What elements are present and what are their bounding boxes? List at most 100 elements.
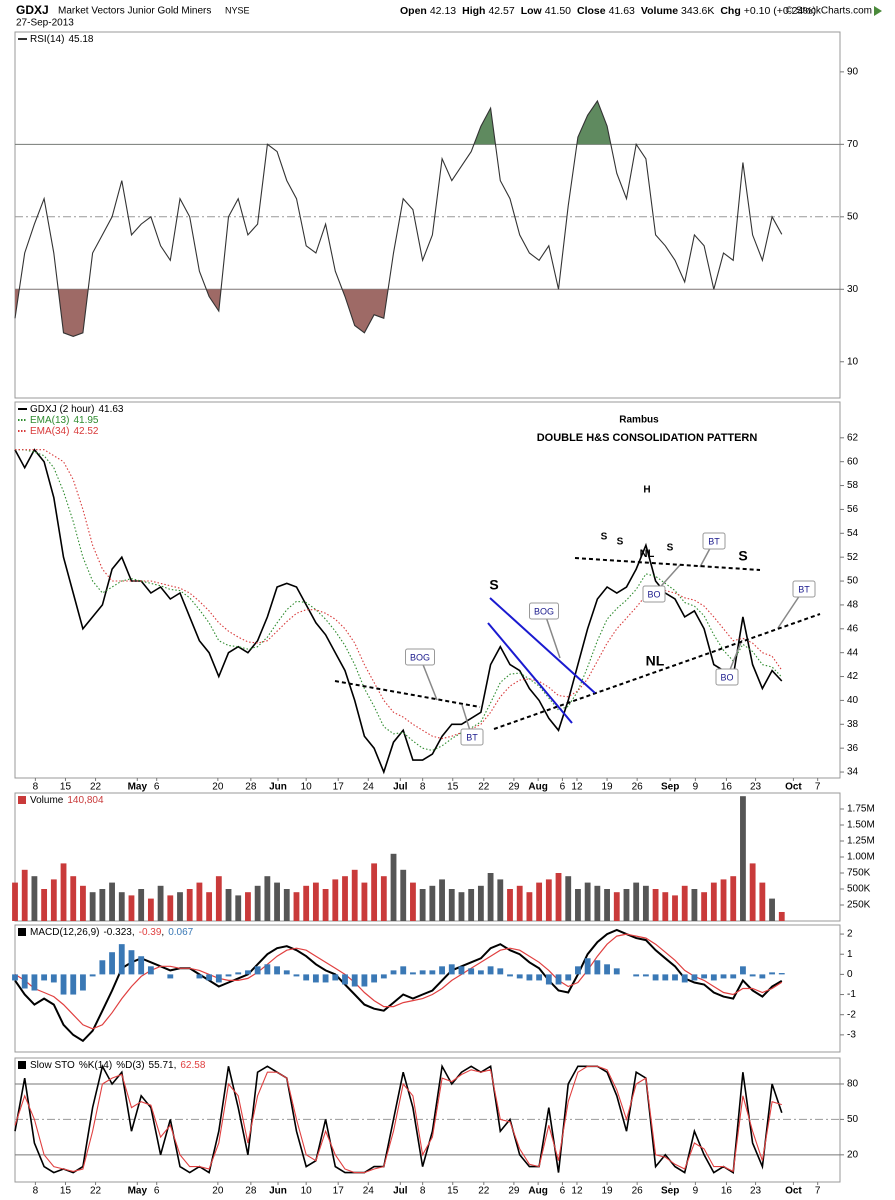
y-tick-label: -3 bbox=[847, 1030, 856, 1041]
bar bbox=[177, 892, 183, 921]
bar bbox=[206, 892, 213, 921]
callout-box bbox=[460, 728, 484, 746]
quote-value: 42.57 bbox=[488, 5, 514, 17]
bar bbox=[555, 873, 562, 921]
bar bbox=[759, 974, 766, 979]
legend-entry: MACD(12,26,9) -0.323, -0.39, 0.067 bbox=[30, 927, 194, 938]
bar bbox=[147, 898, 154, 921]
quote: Open 42.13 High 42.57 Low 41.50 Close 41.63 Volu… bbox=[400, 5, 816, 17]
bar bbox=[89, 974, 96, 977]
legend-entry: EMA(13) 41.95 bbox=[30, 415, 99, 426]
bar bbox=[21, 869, 28, 921]
x-tick-label: Aug bbox=[528, 782, 547, 793]
bar bbox=[468, 968, 475, 975]
x-tick-label: 6 bbox=[154, 782, 160, 793]
bar bbox=[390, 970, 397, 975]
channel-line bbox=[489, 597, 596, 694]
panel: 10 30 50 70 90 RSI(14) 45.18 bbox=[14, 31, 859, 399]
bar bbox=[691, 974, 698, 981]
y-tick-label: 70 bbox=[847, 139, 859, 150]
neckline bbox=[574, 557, 761, 571]
bar bbox=[759, 882, 766, 921]
legend-marker bbox=[18, 928, 26, 936]
panel-frame bbox=[14, 31, 841, 399]
bar bbox=[419, 889, 426, 921]
legend-name: RSI(14) bbox=[30, 34, 64, 45]
callout-box bbox=[642, 585, 666, 603]
bar bbox=[710, 882, 717, 921]
bar bbox=[458, 892, 465, 921]
bar bbox=[487, 966, 494, 975]
annotation: NL bbox=[640, 548, 655, 560]
credit: © StockCharts.com bbox=[786, 6, 872, 17]
trend-lines bbox=[334, 557, 821, 730]
bar bbox=[31, 974, 38, 991]
logo-icon bbox=[874, 6, 882, 16]
bar bbox=[439, 879, 445, 921]
legend-name: %K(14) bbox=[79, 1060, 112, 1071]
bar bbox=[322, 889, 329, 921]
x-tick-label: 29 bbox=[508, 1186, 520, 1197]
x-tick-label: 20 bbox=[212, 782, 224, 793]
bar bbox=[196, 974, 203, 979]
bar bbox=[516, 974, 523, 979]
bar bbox=[147, 966, 154, 975]
bar bbox=[215, 876, 222, 921]
bar bbox=[264, 964, 271, 975]
bar bbox=[575, 889, 581, 921]
x-tick-label: Sep bbox=[661, 782, 679, 793]
quote-label: High bbox=[462, 5, 485, 17]
legend-value: 140,804 bbox=[67, 795, 104, 806]
x-tick-label: Oct bbox=[785, 1186, 802, 1197]
x-tick-label: Jul bbox=[393, 782, 408, 793]
bar bbox=[342, 876, 348, 921]
bar bbox=[477, 885, 484, 921]
bar bbox=[303, 974, 310, 981]
bar bbox=[186, 889, 193, 921]
panel-frame bbox=[14, 401, 841, 779]
bar bbox=[225, 974, 232, 977]
bar bbox=[439, 966, 445, 975]
bar bbox=[400, 966, 407, 975]
legend-value: 62.58 bbox=[180, 1060, 205, 1071]
bar bbox=[778, 911, 785, 921]
callout-label: BT bbox=[466, 732, 478, 742]
x-tick-label: 22 bbox=[90, 782, 102, 793]
bar bbox=[254, 885, 261, 921]
bar bbox=[225, 889, 232, 921]
x-tick-label: 12 bbox=[571, 782, 583, 793]
bar bbox=[633, 974, 640, 977]
callout-box bbox=[792, 580, 816, 598]
bar bbox=[12, 974, 18, 981]
bar bbox=[12, 882, 18, 921]
bar bbox=[730, 876, 737, 921]
x-tick-label: 6 bbox=[560, 782, 566, 793]
x-tick-label: 29 bbox=[508, 782, 520, 793]
bar bbox=[633, 882, 640, 921]
bar bbox=[274, 966, 280, 975]
annotation: S bbox=[617, 537, 624, 548]
y-tick-label: 38 bbox=[847, 719, 859, 730]
legend-entry: GDXJ (2 hour) 41.63 bbox=[30, 404, 124, 415]
x-tick-label: 28 bbox=[245, 782, 257, 793]
x-tick-label: 20 bbox=[212, 1186, 224, 1197]
x-tick-label: Oct bbox=[785, 782, 802, 793]
bar bbox=[245, 892, 251, 921]
bar bbox=[60, 974, 67, 995]
bar bbox=[545, 879, 552, 921]
bar bbox=[70, 876, 77, 921]
bar bbox=[720, 974, 727, 979]
y-tick-label: -2 bbox=[847, 1009, 856, 1020]
y-tick-label: 36 bbox=[847, 743, 859, 754]
line bbox=[15, 449, 783, 752]
x-tick-label: Jun bbox=[269, 1186, 287, 1197]
y-tick-label: 1.25M bbox=[847, 836, 875, 847]
callout-label: BO bbox=[720, 672, 733, 682]
symbol: GDXJ bbox=[16, 3, 49, 17]
bar bbox=[458, 966, 465, 975]
bar bbox=[448, 889, 455, 921]
x-tick-label: 19 bbox=[601, 1186, 613, 1197]
bar bbox=[730, 974, 737, 979]
y-tick-label: 34 bbox=[847, 767, 859, 778]
x-tick-label: 6 bbox=[560, 1186, 566, 1197]
